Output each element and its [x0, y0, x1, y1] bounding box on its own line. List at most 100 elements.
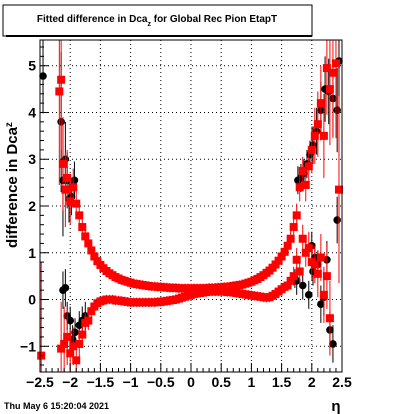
data-point-red — [57, 75, 66, 84]
data-point-red — [316, 253, 325, 262]
y-axis-label: difference in Dcaz — [4, 122, 21, 248]
data-point-red — [331, 59, 340, 68]
data-point-red — [87, 307, 96, 316]
x-tick-label: −1 — [123, 374, 139, 390]
timestamp-label: Thu May 6 15:20:04 2021 — [4, 401, 109, 411]
data-point-red — [75, 339, 84, 348]
data-point-red — [295, 267, 304, 276]
x-tick-label: 1 — [248, 374, 256, 390]
data-point-red — [78, 223, 87, 232]
data-point-red — [277, 252, 286, 261]
data-point-black — [317, 300, 325, 308]
x-tick-label: −2 — [62, 374, 78, 390]
data-point-red — [325, 314, 334, 323]
data-point-red — [301, 248, 310, 257]
data-point-red — [313, 269, 322, 278]
y-axis-label-subscript: z — [4, 122, 15, 127]
data-point-red — [61, 185, 70, 194]
data-point-red — [84, 239, 93, 248]
data-point-red — [301, 180, 310, 189]
data-point-red — [66, 197, 75, 206]
data-point-red — [55, 87, 64, 96]
data-point-red — [283, 281, 292, 290]
data-point-red — [87, 246, 96, 255]
data-point-red — [57, 344, 66, 353]
x-tick-label: 1.5 — [272, 374, 292, 390]
data-point-red — [286, 234, 295, 243]
data-point-red — [63, 173, 72, 182]
data-point-black — [333, 106, 341, 114]
x-tick-label: −0.5 — [147, 374, 175, 390]
data-point-black — [66, 316, 74, 325]
axis-layer: −2.5 −2 −1.5 −1 −0.5 0 0.5 1 1.5 2 2.5 −1 0 1 2 3 4 5 — [20, 46, 352, 390]
chart-title: Fitted difference in Dcaz for Global Rec… — [37, 14, 277, 28]
data-point-red — [78, 330, 87, 339]
chart-title-main: Fitted difference in Dca — [37, 14, 148, 25]
title-frame-shadow — [6, 35, 312, 37]
title-frame — [2, 4, 313, 37]
chart-title-suffix: for Global Rec Pion EtapT — [151, 14, 277, 25]
data-point-red — [310, 131, 319, 140]
y-tick-label: 4 — [28, 104, 36, 120]
data-point-red — [84, 316, 93, 325]
y-axis-label-main: difference in Dca — [4, 126, 21, 248]
data-point-red — [69, 183, 78, 192]
x-tick-label: 0 — [187, 374, 195, 390]
data-point-red — [292, 255, 301, 264]
data-point-red — [334, 185, 343, 194]
data-point-red — [316, 99, 325, 108]
data-point-red — [289, 272, 298, 281]
data-point-red — [325, 85, 334, 94]
data-point-red — [75, 211, 84, 220]
data-point-red — [304, 162, 313, 171]
title-box: Fitted difference in Dcaz for Global Rec… — [2, 4, 313, 37]
data-point-red — [60, 339, 69, 348]
data-point-red — [304, 244, 313, 253]
data-point-red — [313, 120, 322, 129]
x-tick-label: 2 — [308, 374, 316, 390]
data-point-red — [72, 199, 81, 208]
data-point-red — [307, 145, 316, 154]
x-tick-label: −2.5 — [26, 374, 54, 390]
y-tick-label: 2 — [28, 198, 36, 214]
data-point-black — [61, 284, 70, 292]
chart-title-subscript: z — [147, 21, 151, 28]
data-point-black — [329, 340, 337, 348]
data-point-black — [39, 72, 47, 80]
data-point-black — [298, 281, 307, 290]
data-point-red — [319, 131, 328, 140]
data-point-black — [71, 328, 79, 337]
data-layer — [37, 40, 343, 372]
data-point-black — [333, 216, 341, 224]
data-point-red — [298, 166, 307, 175]
data-point-red — [322, 64, 331, 73]
data-point-black — [304, 291, 313, 299]
data-point-red — [58, 159, 67, 168]
x-tick-label: −1.5 — [87, 374, 115, 390]
data-point-red — [310, 260, 319, 269]
data-point-red — [283, 241, 292, 250]
y-tick-label: 3 — [28, 151, 36, 167]
series-1 — [37, 40, 343, 372]
data-point-red — [328, 68, 337, 77]
data-point-red — [280, 247, 289, 256]
data-point-red — [69, 342, 78, 351]
y-tick-label: 0 — [28, 292, 36, 308]
data-point-red — [90, 252, 99, 261]
data-point-red — [298, 234, 307, 243]
x-axis-label: η — [331, 398, 340, 414]
data-point-red — [289, 223, 298, 232]
data-point-red — [322, 272, 331, 281]
data-point-red — [66, 349, 75, 358]
data-point-red — [63, 332, 72, 341]
data-point-red — [292, 211, 301, 220]
y-tick-label: 5 — [28, 58, 36, 74]
x-tick-label: 0.5 — [211, 374, 231, 390]
x-tick-label: 2.5 — [332, 374, 352, 390]
data-point-red — [319, 290, 328, 299]
y-tick-label: 1 — [28, 245, 36, 261]
data-point-red — [286, 276, 295, 285]
data-point-red — [81, 232, 90, 241]
data-point-red — [295, 183, 304, 192]
y-tick-label: −1 — [20, 338, 36, 354]
